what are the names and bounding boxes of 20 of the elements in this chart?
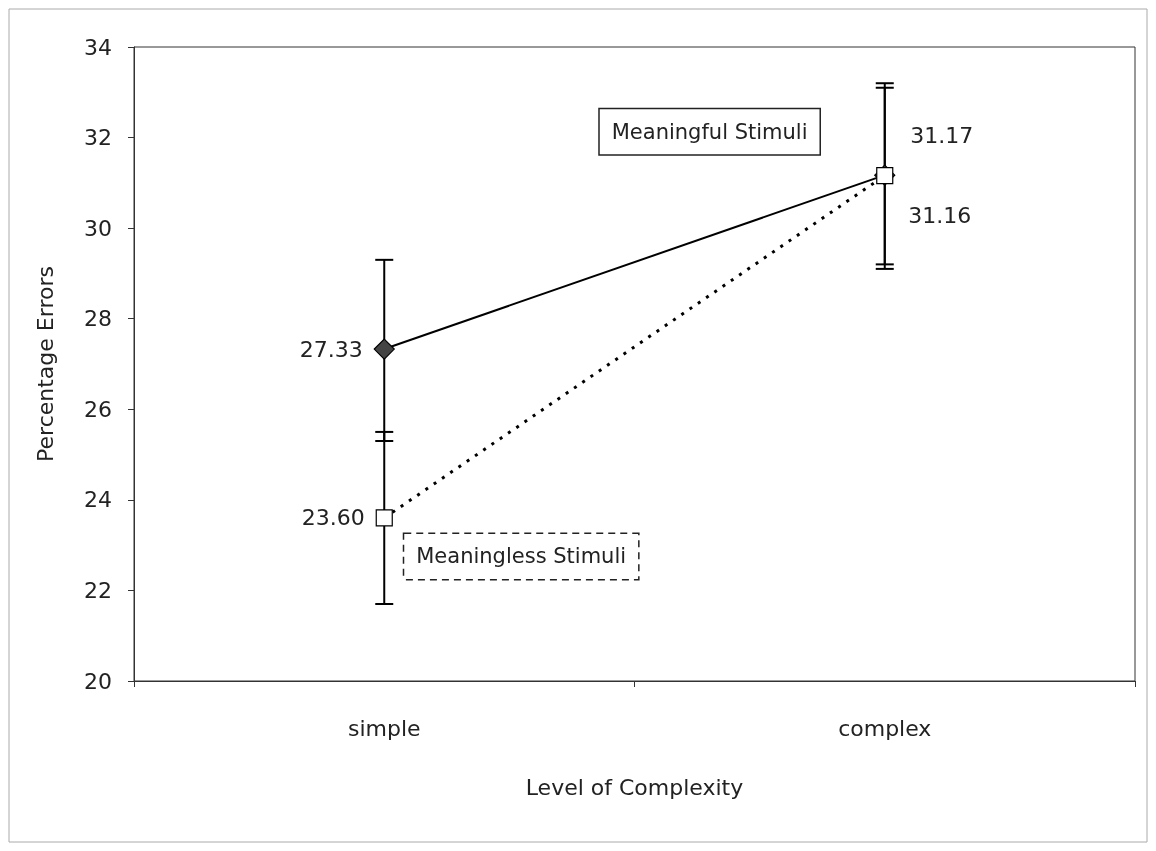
x-tick-label: simple [347, 715, 421, 741]
x-tick-label: complex [838, 715, 932, 741]
y-tick-label: 34 [84, 34, 112, 60]
y-axis-title: Percentage Errors [32, 266, 58, 462]
y-tick-label: 32 [84, 125, 112, 151]
series-label: Meaningless Stimuli [416, 544, 627, 569]
y-tick-label: 20 [84, 668, 112, 694]
y-tick-label: 28 [84, 306, 112, 332]
y-tick-label: 24 [84, 487, 112, 513]
data-label: 31.16 [908, 203, 972, 229]
data-label: 27.33 [299, 336, 363, 362]
data-label: 23.60 [301, 505, 365, 531]
y-tick-label: 26 [84, 396, 112, 422]
x-axis-title: Level of Complexity [525, 774, 744, 800]
y-tick-label: 22 [84, 577, 112, 603]
point [375, 509, 393, 527]
data-label: 31.17 [910, 122, 974, 148]
y-tick-label: 30 [84, 215, 112, 241]
text: Meaningful Stimuli [611, 119, 808, 144]
point [373, 338, 395, 360]
